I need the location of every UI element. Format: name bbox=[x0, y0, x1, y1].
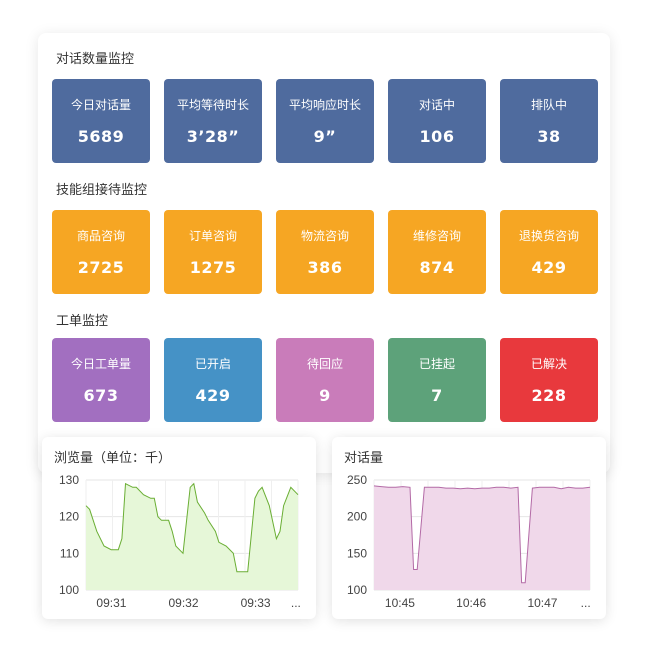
y-tick-label: 250 bbox=[347, 473, 367, 487]
series-area bbox=[374, 485, 590, 590]
chart-title: 浏览量（单位：千） bbox=[54, 451, 172, 466]
card-suspended[interactable]: 已挂起 7 bbox=[388, 338, 486, 422]
x-tick-label: 09:32 bbox=[169, 596, 199, 610]
card-label: 退换货咨询 bbox=[518, 229, 579, 243]
card-label: 待回应 bbox=[306, 357, 343, 371]
card-label: 已开启 bbox=[194, 357, 231, 371]
x-tick-label: 10:45 bbox=[385, 596, 415, 610]
ticket-cards: 今日工单量 673 已开启 429 待回应 9 已挂起 7 已解决 228 bbox=[52, 338, 598, 422]
card-label: 对话中 bbox=[418, 98, 455, 112]
y-tick-label: 100 bbox=[347, 583, 367, 597]
section-title-skill-groups: 技能组接待监控 bbox=[56, 183, 148, 198]
y-tick-label: 150 bbox=[347, 546, 367, 560]
pageviews-chart: 100 110 120 130 09:31 09:32 09:33... bbox=[59, 473, 301, 610]
x-tick-label: 10:47 bbox=[527, 596, 557, 610]
card-value: 874 bbox=[419, 258, 455, 277]
card-logistics-consult[interactable]: 物流咨询 386 bbox=[276, 210, 374, 294]
card-avg-response[interactable]: 平均响应时长 9” bbox=[276, 79, 374, 163]
y-tick-label: 110 bbox=[60, 546, 79, 560]
card-label: 已解决 bbox=[530, 357, 567, 371]
x-tick-label: 10:46 bbox=[456, 596, 486, 610]
card-label: 平均响应时长 bbox=[288, 98, 361, 112]
card-value: 7 bbox=[431, 386, 443, 405]
card-resolved[interactable]: 已解决 228 bbox=[500, 338, 598, 422]
card-today-tickets[interactable]: 今日工单量 673 bbox=[52, 338, 150, 422]
conversation-cards: 今日对话量 5689 平均等待时长 3’28” 平均响应时长 9” 对话中 106 排队… bbox=[52, 79, 598, 163]
y-tick-label: 130 bbox=[59, 473, 79, 487]
card-value: 9 bbox=[319, 386, 331, 405]
card-label: 排队中 bbox=[530, 98, 567, 112]
y-tick-label: 200 bbox=[347, 510, 367, 524]
x-tick-label: 09:31 bbox=[96, 596, 126, 610]
y-tick-label: 100 bbox=[59, 583, 79, 597]
skill-group-cards: 商品咨询 2725 订单咨询 1275 物流咨询 386 维修咨询 874 退换货咨询 4… bbox=[52, 210, 598, 294]
section-title-tickets: 工单监控 bbox=[56, 314, 109, 329]
card-product-consult[interactable]: 商品咨询 2725 bbox=[52, 210, 150, 294]
card-today-conversations[interactable]: 今日对话量 5689 bbox=[52, 79, 150, 163]
card-avg-wait[interactable]: 平均等待时长 3’28” bbox=[164, 79, 262, 163]
card-label: 平均等待时长 bbox=[176, 98, 249, 112]
card-label: 已挂起 bbox=[418, 357, 455, 371]
section-title-conversations: 对话数量监控 bbox=[56, 52, 135, 67]
card-label: 物流咨询 bbox=[300, 229, 349, 243]
card-value: 3’28” bbox=[186, 127, 240, 146]
conversation-chart: 100 150 200 250 10:45 10:46 10:47... bbox=[347, 473, 591, 610]
x-tick-label: ... bbox=[581, 596, 591, 610]
card-opened[interactable]: 已开启 429 bbox=[164, 338, 262, 422]
card-in-conversation[interactable]: 对话中 106 bbox=[388, 79, 486, 163]
card-pending-reply[interactable]: 待回应 9 bbox=[276, 338, 374, 422]
card-label: 今日对话量 bbox=[70, 98, 131, 112]
card-label: 今日工单量 bbox=[70, 357, 131, 371]
card-repair-consult[interactable]: 维修咨询 874 bbox=[388, 210, 486, 294]
card-value: 9” bbox=[313, 127, 337, 146]
pageviews-chart-panel: 浏览量（单位：千） 100 110 120 130 09:31 09:32 09:33... bbox=[42, 437, 316, 619]
x-tick-label: ... bbox=[291, 596, 301, 610]
card-value: 673 bbox=[83, 386, 119, 405]
x-tick-label: 09:33 bbox=[241, 596, 271, 610]
card-order-consult[interactable]: 订单咨询 1275 bbox=[164, 210, 262, 294]
conversation-chart-panel: 对话量 100 150 200 250 10:45 10:46 10:47... bbox=[332, 437, 606, 619]
chart-title: 对话量 bbox=[344, 451, 384, 466]
card-value: 2725 bbox=[77, 258, 125, 277]
card-value: 106 bbox=[419, 127, 455, 146]
card-value: 429 bbox=[195, 386, 231, 405]
card-value: 386 bbox=[307, 258, 343, 277]
card-label: 维修咨询 bbox=[412, 229, 461, 243]
card-value: 429 bbox=[531, 258, 567, 277]
series-line bbox=[373, 485, 591, 584]
card-label: 订单咨询 bbox=[188, 229, 237, 243]
card-value: 38 bbox=[537, 127, 561, 146]
card-value: 228 bbox=[531, 386, 567, 405]
card-value: 5689 bbox=[77, 127, 125, 146]
card-queueing[interactable]: 排队中 38 bbox=[500, 79, 598, 163]
monitor-panel: 对话数量监控 今日对话量 5689 平均等待时长 3’28” 平均响应时长 9” 对话… bbox=[38, 33, 610, 473]
y-tick-label: 120 bbox=[59, 510, 79, 524]
card-label: 商品咨询 bbox=[76, 229, 125, 243]
series-line bbox=[85, 482, 299, 573]
card-return-consult[interactable]: 退换货咨询 429 bbox=[500, 210, 598, 294]
card-value: 1275 bbox=[189, 258, 237, 277]
series-area bbox=[86, 483, 298, 590]
